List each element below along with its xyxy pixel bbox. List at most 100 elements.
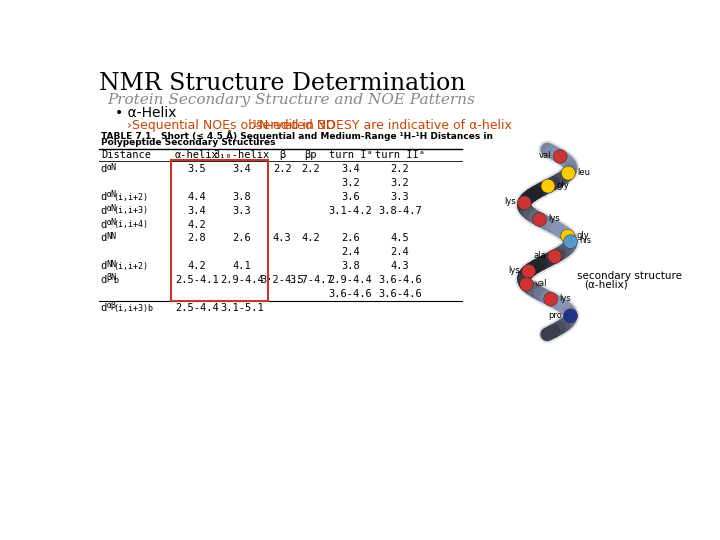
Circle shape bbox=[561, 229, 575, 243]
Text: αN: αN bbox=[107, 190, 116, 199]
Text: 3.7-4.7: 3.7-4.7 bbox=[289, 275, 333, 285]
Text: 3.6-4.6: 3.6-4.6 bbox=[378, 275, 422, 285]
Text: 3.4: 3.4 bbox=[341, 164, 360, 174]
Text: βp: βp bbox=[305, 150, 317, 160]
Text: Distance: Distance bbox=[101, 150, 151, 160]
Text: 2.9-4.4: 2.9-4.4 bbox=[328, 275, 372, 285]
Text: • α-Helix: • α-Helix bbox=[114, 106, 176, 120]
Circle shape bbox=[548, 249, 562, 264]
Text: 4.3: 4.3 bbox=[273, 233, 292, 244]
Text: 4.1: 4.1 bbox=[233, 261, 251, 271]
Text: d: d bbox=[101, 275, 107, 285]
Text: 3.6-4.6: 3.6-4.6 bbox=[378, 289, 422, 299]
Text: d: d bbox=[101, 192, 107, 202]
Circle shape bbox=[564, 235, 577, 248]
Text: 4.3: 4.3 bbox=[391, 261, 410, 271]
Text: ›Sequential NOEs observed in 3D: ›Sequential NOEs observed in 3D bbox=[127, 119, 340, 132]
Text: gly: gly bbox=[576, 231, 589, 240]
Text: 4.4: 4.4 bbox=[188, 192, 207, 202]
Circle shape bbox=[519, 278, 534, 291]
Text: (i,i+3)b: (i,i+3)b bbox=[113, 303, 153, 313]
Text: 3.8: 3.8 bbox=[233, 192, 251, 202]
Text: TABLE 7.1.  Short (≤ 4.5 Å) Sequential and Medium-Range ¹H–¹H Distances in: TABLE 7.1. Short (≤ 4.5 Å) Sequential an… bbox=[101, 130, 493, 141]
Text: αN: αN bbox=[107, 204, 116, 213]
Text: 2.2: 2.2 bbox=[273, 164, 292, 174]
Text: b: b bbox=[113, 276, 118, 285]
Text: 2.6: 2.6 bbox=[233, 233, 251, 244]
Text: 2.6: 2.6 bbox=[341, 233, 360, 244]
Text: αN: αN bbox=[107, 163, 116, 172]
Text: 4.2: 4.2 bbox=[188, 261, 207, 271]
Text: αN: αN bbox=[107, 218, 116, 227]
Text: (i,i+4): (i,i+4) bbox=[113, 220, 148, 230]
Text: 2.2: 2.2 bbox=[391, 164, 410, 174]
Text: turn IIᵃ: turn IIᵃ bbox=[375, 150, 425, 160]
Text: NN: NN bbox=[107, 260, 116, 268]
Text: 4.2: 4.2 bbox=[302, 233, 320, 244]
Text: 3.3: 3.3 bbox=[233, 206, 251, 215]
Text: d: d bbox=[101, 206, 107, 215]
Text: N-edited NOESY are indicative of α-helix: N-edited NOESY are indicative of α-helix bbox=[258, 119, 511, 132]
Text: αβ: αβ bbox=[107, 301, 116, 310]
Text: d: d bbox=[101, 233, 107, 244]
Text: Protein Secondary Structure and NOE Patterns: Protein Secondary Structure and NOE Patt… bbox=[107, 92, 475, 106]
Text: d: d bbox=[101, 261, 107, 271]
Text: 3.2: 3.2 bbox=[391, 178, 410, 188]
Text: NMR Structure Determination: NMR Structure Determination bbox=[99, 72, 466, 96]
Text: lys: lys bbox=[559, 294, 571, 303]
Text: 3.4: 3.4 bbox=[188, 206, 207, 215]
Text: 3.1-5.1: 3.1-5.1 bbox=[220, 303, 264, 313]
Text: 3.8: 3.8 bbox=[341, 261, 360, 271]
Text: gly: gly bbox=[557, 181, 570, 190]
Text: 2.8: 2.8 bbox=[188, 233, 207, 244]
Text: 3₁₀-helix: 3₁₀-helix bbox=[214, 150, 270, 160]
Text: 15: 15 bbox=[253, 120, 264, 129]
Text: pro: pro bbox=[548, 310, 562, 320]
Text: lys: lys bbox=[508, 266, 520, 275]
Text: leu: leu bbox=[577, 168, 590, 177]
Text: 4.5: 4.5 bbox=[391, 233, 410, 244]
Text: Polypeptide Secondary Structures: Polypeptide Secondary Structures bbox=[101, 138, 275, 147]
Text: 2.4: 2.4 bbox=[391, 247, 410, 257]
Text: lys: lys bbox=[504, 198, 516, 206]
Text: val: val bbox=[539, 151, 552, 160]
Text: d: d bbox=[101, 220, 107, 229]
Text: 3.8-4.7: 3.8-4.7 bbox=[378, 206, 422, 215]
Text: 2.4: 2.4 bbox=[341, 247, 360, 257]
Text: (i,i+3): (i,i+3) bbox=[113, 206, 148, 215]
Text: 3.6-4.6: 3.6-4.6 bbox=[328, 289, 372, 299]
Text: lys: lys bbox=[548, 214, 560, 223]
Circle shape bbox=[544, 292, 558, 306]
Text: val: val bbox=[535, 279, 547, 288]
Text: 2.2: 2.2 bbox=[302, 164, 320, 174]
Text: d: d bbox=[101, 303, 107, 313]
Text: 3.6: 3.6 bbox=[341, 192, 360, 202]
Text: his: his bbox=[579, 237, 591, 245]
Text: β: β bbox=[279, 150, 285, 160]
Bar bbox=[171, 160, 269, 301]
Text: βN: βN bbox=[107, 273, 116, 282]
Text: 4.2: 4.2 bbox=[188, 220, 207, 229]
Text: 3.1-4.2: 3.1-4.2 bbox=[328, 206, 372, 215]
Text: 2.5-4.1: 2.5-4.1 bbox=[175, 275, 219, 285]
Text: 3.4: 3.4 bbox=[233, 164, 251, 174]
Text: ala: ala bbox=[534, 251, 546, 260]
Text: turn Iᵃ: turn Iᵃ bbox=[328, 150, 372, 160]
Text: NN: NN bbox=[107, 232, 116, 241]
Circle shape bbox=[553, 150, 567, 164]
Circle shape bbox=[533, 213, 546, 226]
Text: 2.9-4.4: 2.9-4.4 bbox=[220, 275, 264, 285]
Circle shape bbox=[522, 265, 536, 278]
Text: 3·2-4.5: 3·2-4.5 bbox=[261, 275, 304, 285]
Circle shape bbox=[518, 196, 531, 210]
Text: d: d bbox=[101, 164, 107, 174]
Text: (i,i+2): (i,i+2) bbox=[113, 262, 148, 271]
Circle shape bbox=[564, 309, 577, 323]
Text: 3.2: 3.2 bbox=[341, 178, 360, 188]
Text: 3.5: 3.5 bbox=[188, 164, 207, 174]
Text: 3.3: 3.3 bbox=[391, 192, 410, 202]
Text: (i,i+2): (i,i+2) bbox=[113, 193, 148, 201]
Text: secondary structure: secondary structure bbox=[577, 271, 682, 281]
Text: 2.5-4.4: 2.5-4.4 bbox=[175, 303, 219, 313]
Text: α-helix: α-helix bbox=[175, 150, 219, 160]
